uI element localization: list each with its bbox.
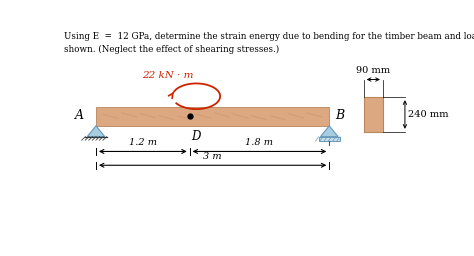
Polygon shape (87, 126, 105, 137)
Text: 1.8 m: 1.8 m (246, 138, 273, 147)
Text: D: D (191, 130, 201, 143)
Text: 3 m: 3 m (203, 152, 222, 161)
Text: 90 mm: 90 mm (356, 66, 391, 75)
Bar (364, 97, 383, 132)
Text: 1.2 m: 1.2 m (129, 138, 157, 147)
Text: A: A (75, 109, 84, 122)
Text: Using E  =  12 GPa, determine the strain energy due to bending for the timber be: Using E = 12 GPa, determine the strain e… (64, 32, 474, 41)
Text: B: B (335, 109, 344, 122)
Text: 22 kN · m: 22 kN · m (142, 71, 193, 80)
Text: 240 mm: 240 mm (408, 110, 448, 119)
Bar (96, 107, 329, 126)
Text: shown. (Neglect the effect of shearing stresses.): shown. (Neglect the effect of shearing s… (64, 45, 279, 54)
Polygon shape (320, 126, 338, 137)
Bar (319, 137, 340, 141)
